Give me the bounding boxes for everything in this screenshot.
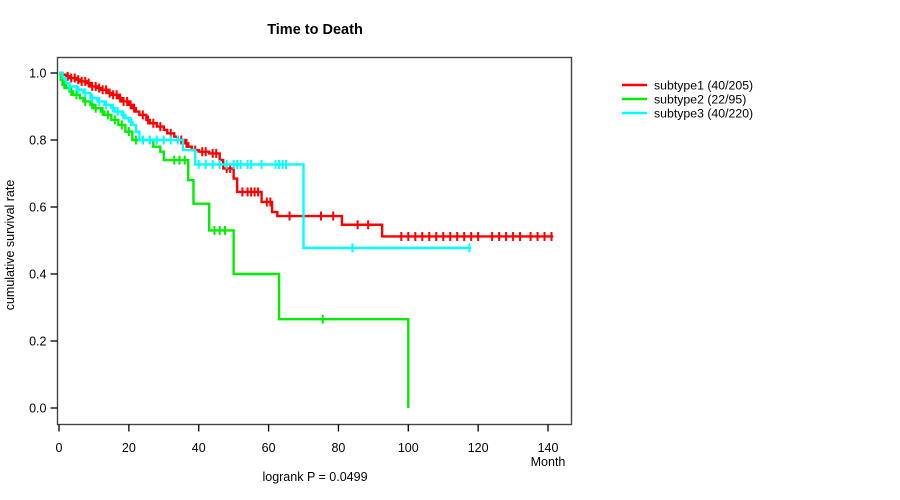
x-tick-label: 100 xyxy=(398,441,419,455)
y-tick-label: 0.8 xyxy=(29,133,46,147)
legend-label-subtype3: subtype3 (40/220) xyxy=(654,106,753,120)
y-tick-label: 0.0 xyxy=(29,401,46,415)
y-tick-label: 0.6 xyxy=(29,200,46,214)
y-tick-label: 1.0 xyxy=(29,66,46,80)
legend-item-subtype2: subtype2 (22/95) xyxy=(622,92,746,106)
legend-item-subtype3: subtype3 (40/220) xyxy=(622,106,753,120)
x-tick-label: 140 xyxy=(538,441,559,455)
x-tick-label: 20 xyxy=(122,441,136,455)
legend-label-subtype1: subtype1 (40/205) xyxy=(654,78,753,92)
plot-box xyxy=(56,56,573,426)
legend-item-subtype1: subtype1 (40/205) xyxy=(622,78,753,92)
survival-curve-subtype1 xyxy=(59,71,554,238)
x-tick-label: 40 xyxy=(192,441,206,455)
x-tick-label: 120 xyxy=(468,441,489,455)
survival-curve-subtype2 xyxy=(59,71,410,408)
x-tick-label: 80 xyxy=(331,441,345,455)
x-tick-label: 60 xyxy=(262,441,276,455)
legend-label-subtype2: subtype2 (22/95) xyxy=(654,92,746,106)
y-tick-label: 0.4 xyxy=(29,267,46,281)
y-axis-label: cumulative survival rate xyxy=(3,180,17,311)
survival-curves xyxy=(59,71,554,408)
censor-marks-subtype2 xyxy=(63,80,324,324)
axes: 0 20 40 60 80 100 120 140 0.0 0.2 0.4 0.6 0.8 1.0 xyxy=(29,56,573,455)
x-axis-unit-label: Month xyxy=(531,455,566,469)
censor-marks-subtype1 xyxy=(66,71,553,241)
chart-title: Time to Death xyxy=(267,22,363,38)
y-tick-label: 0.2 xyxy=(29,334,46,348)
censor-marks-subtype3 xyxy=(68,81,471,253)
legend: subtype1 (40/205)subtype2 (22/95)subtype… xyxy=(622,78,753,120)
x-tick-label: 0 xyxy=(56,441,63,455)
survival-curve-subtype3 xyxy=(59,71,472,250)
logrank-annotation: logrank P = 0.0499 xyxy=(262,470,367,484)
